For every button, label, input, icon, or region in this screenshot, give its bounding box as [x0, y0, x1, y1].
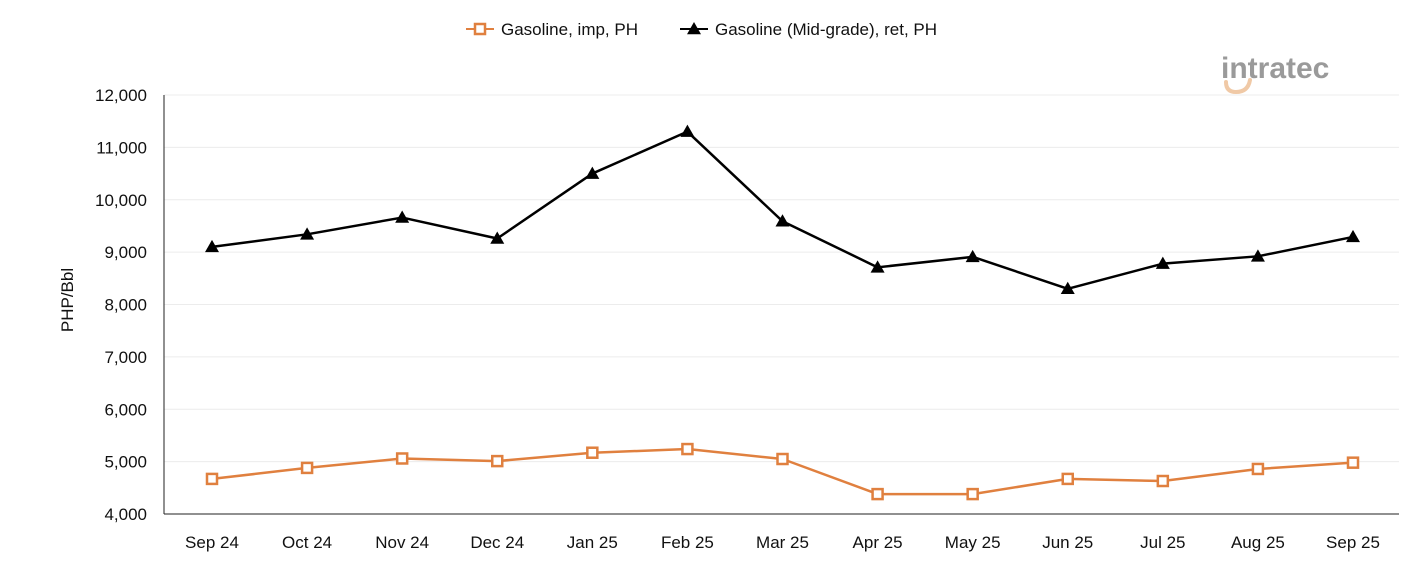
data-point	[681, 442, 694, 456]
data-point	[680, 124, 695, 137]
y-tick-label: 4,000	[104, 505, 147, 524]
data-point	[775, 214, 790, 227]
series	[205, 124, 1360, 501]
data-point	[871, 487, 884, 501]
x-tick-label: Jun 25	[1042, 533, 1093, 552]
legend-item: Gasoline, imp, PH	[466, 20, 638, 39]
y-tick-label: 7,000	[104, 348, 147, 367]
x-tick-label: Jan 25	[567, 533, 618, 552]
data-point	[1155, 256, 1170, 269]
data-point	[1250, 249, 1265, 262]
data-point	[586, 446, 599, 459]
y-tick-label: 9,000	[104, 243, 147, 262]
x-tick-label: Mar 25	[756, 533, 809, 552]
x-tick-label: Jul 25	[1140, 533, 1185, 552]
data-point	[205, 239, 219, 253]
data-point	[491, 454, 504, 468]
x-tick-label: Oct 24	[282, 533, 332, 552]
data-point	[585, 166, 600, 179]
series-line	[211, 130, 1354, 291]
data-point	[205, 472, 219, 486]
y-tick-label: 11,000	[96, 138, 147, 157]
data-point	[300, 461, 314, 475]
x-tick-label: Sep 24	[185, 533, 239, 552]
data-point	[300, 227, 315, 240]
y-tick-label: 6,000	[104, 400, 147, 419]
x-tick-label: Sep 25	[1326, 533, 1380, 552]
intratec-logo: intratec	[1221, 52, 1329, 95]
axes: 4,000 5,000 6,000 7,000 8,000 9,000 10,000 11,0…	[95, 86, 1399, 552]
data-point	[965, 249, 980, 263]
data-point	[870, 260, 885, 273]
series-gasoline-mid-grade-ret	[205, 124, 1360, 295]
data-point	[1060, 281, 1075, 295]
legend-marker-icon	[473, 22, 487, 36]
logo-hook-icon	[1224, 78, 1252, 95]
data-point	[1346, 229, 1360, 243]
data-point	[1346, 456, 1360, 469]
y-tick-label: 8,000	[104, 296, 147, 315]
data-point	[395, 210, 410, 223]
x-tick-label: Apr 25	[853, 533, 903, 552]
y-tick-label: 5,000	[104, 453, 147, 472]
y-axis-title: PHP/Bbl	[58, 268, 77, 332]
x-tick-label: Nov 24	[375, 533, 429, 552]
data-point	[1251, 462, 1265, 476]
x-tick-label: May 25	[945, 533, 1001, 552]
legend-label: Gasoline, imp, PH	[501, 20, 638, 39]
legend-marker-icon	[687, 22, 701, 35]
data-point	[966, 487, 979, 501]
gridlines	[164, 94, 1399, 463]
legend: Gasoline, imp, PH Gasoline (Mid-grade), r…	[466, 20, 937, 39]
y-tick-label: 12,000	[95, 86, 147, 105]
legend-label: Gasoline (Mid-grade), ret, PH	[715, 20, 937, 39]
logo-text: intratec	[1221, 52, 1329, 85]
data-point	[395, 452, 409, 465]
data-point	[776, 452, 789, 466]
data-point	[490, 231, 505, 244]
x-tick-label: Dec 24	[470, 533, 524, 552]
x-tick-label: Aug 25	[1231, 533, 1285, 552]
y-tick-label: 10,000	[95, 191, 147, 210]
data-point	[1061, 472, 1074, 486]
x-tick-label: Feb 25	[661, 533, 714, 552]
data-point	[1156, 474, 1170, 488]
legend-item: Gasoline (Mid-grade), ret, PH	[680, 20, 937, 39]
series-gasoline-imp	[205, 442, 1360, 501]
